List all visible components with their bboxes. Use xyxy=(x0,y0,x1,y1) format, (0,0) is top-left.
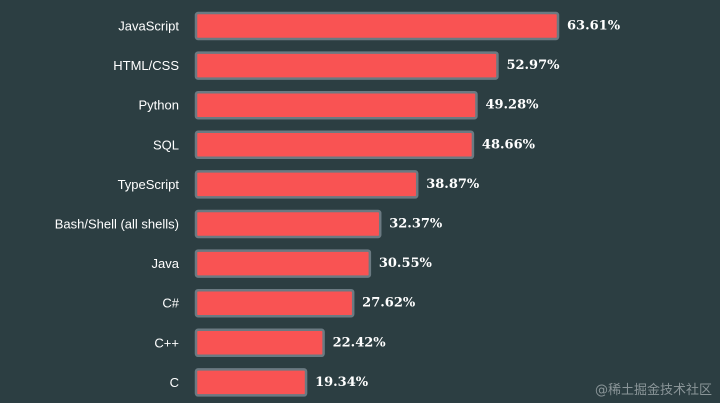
category-label: SQL xyxy=(153,137,179,152)
bar xyxy=(194,328,325,358)
category-label: Bash/Shell (all shells) xyxy=(55,217,179,232)
category-label: Python xyxy=(139,98,179,113)
category-label: JavaScript xyxy=(118,19,179,34)
bar xyxy=(194,51,499,80)
watermark-text: @稀土掘金技术社区 xyxy=(595,382,712,398)
value-label: 38.87% xyxy=(426,177,480,192)
value-label: 52.97% xyxy=(506,58,560,73)
value-label: 22.42% xyxy=(333,335,387,350)
category-label: C# xyxy=(162,296,179,311)
bars-layer: JavaScript 63.61% HTML/CSS 52.97% Python 49.2… xyxy=(55,11,621,397)
bar xyxy=(194,11,560,41)
category-label: TypeScript xyxy=(118,177,180,192)
bar xyxy=(194,130,475,160)
bar xyxy=(194,209,382,239)
value-label: 32.37% xyxy=(389,217,443,232)
value-label: 63.61% xyxy=(567,19,621,34)
bar xyxy=(194,368,308,397)
value-label: 48.66% xyxy=(482,137,536,152)
category-label: HTML/CSS xyxy=(113,58,179,73)
bar xyxy=(194,170,419,199)
value-label: 30.55% xyxy=(379,256,433,271)
category-label: C xyxy=(170,375,179,390)
bar xyxy=(194,90,478,120)
bar xyxy=(194,249,372,278)
bar xyxy=(194,288,355,318)
value-label: 19.34% xyxy=(315,375,369,390)
value-label: 49.28% xyxy=(485,98,539,113)
value-label: 27.62% xyxy=(362,296,416,311)
category-label: C++ xyxy=(154,335,179,350)
category-label: Java xyxy=(152,256,180,271)
